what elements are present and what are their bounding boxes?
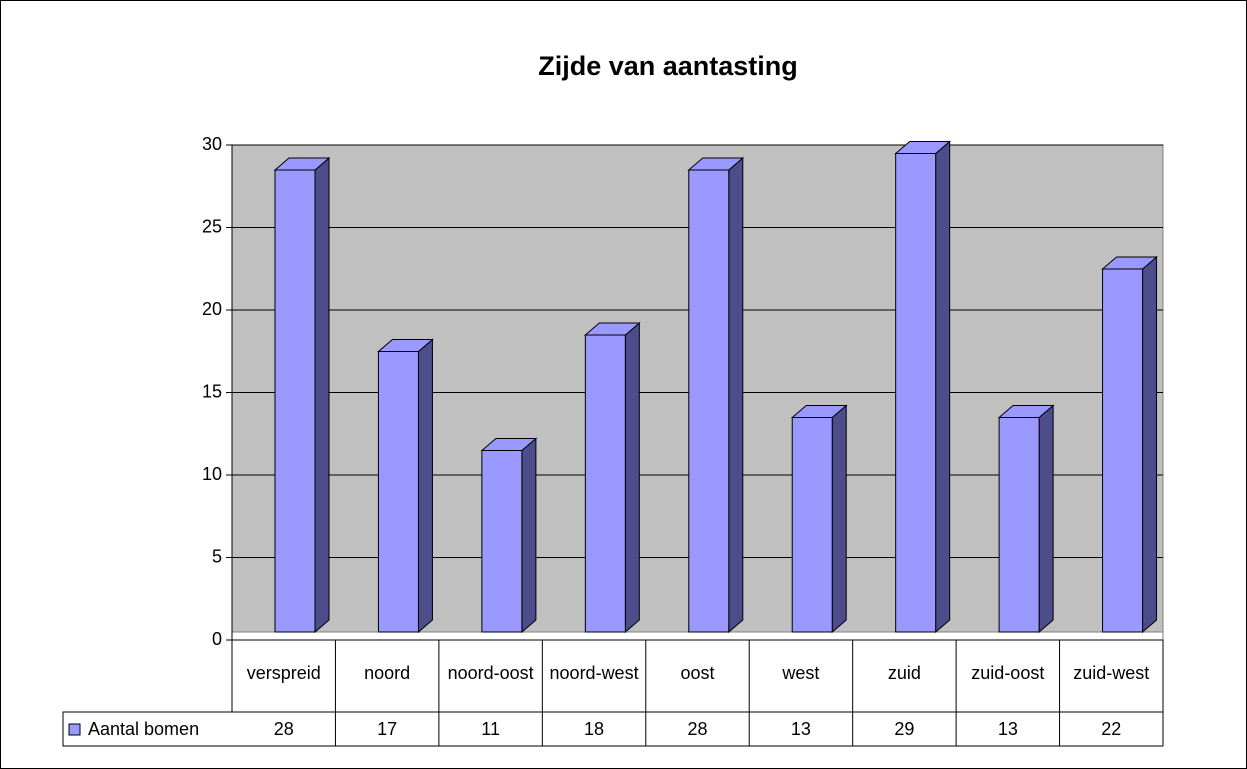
table-value: 11 [481, 719, 500, 739]
x-tick-label: noord-west [550, 663, 639, 683]
bar-front [688, 169, 730, 633]
legend-label: Aantal bomen [88, 719, 199, 739]
x-tick-label: oost [680, 663, 714, 683]
bar [377, 338, 434, 634]
bar-side [624, 321, 640, 634]
table-value: 28 [274, 719, 294, 739]
bar [480, 437, 538, 634]
x-tick-label: noord-oost [448, 663, 534, 683]
y-tick-label: 0 [212, 629, 222, 649]
x-tick-label: noord [364, 663, 410, 683]
table-value: 28 [687, 719, 707, 739]
bar-front [791, 417, 833, 633]
bar [687, 156, 745, 634]
bar [273, 156, 331, 634]
x-tick-label: west [781, 663, 819, 683]
table-value: 13 [791, 719, 811, 739]
x-tick-label: verspreid [247, 663, 321, 683]
table-value: 29 [894, 719, 914, 739]
data-table-values [62, 711, 1164, 747]
bar-front [274, 169, 316, 633]
bar [583, 321, 641, 634]
y-tick-label: 30 [202, 134, 222, 154]
x-tick-label: zuid-west [1073, 663, 1149, 683]
bar [894, 140, 952, 634]
bar-side [314, 156, 330, 634]
bar-side [728, 156, 744, 634]
bar-front [377, 351, 419, 633]
y-tick-label: 15 [202, 381, 222, 401]
bar [997, 404, 1055, 634]
bar-side [831, 404, 847, 634]
x-tick-label: zuid-oost [971, 663, 1044, 683]
chart-title: Zijde van aantasting [538, 51, 798, 81]
bar [790, 404, 848, 634]
bar-side [417, 338, 433, 634]
legend-marker [68, 723, 81, 736]
bar-side [935, 140, 951, 634]
bar-side [521, 437, 537, 634]
y-tick-label: 5 [212, 546, 222, 566]
table-value: 13 [998, 719, 1018, 739]
bar-front [998, 417, 1040, 633]
bar-side [1038, 404, 1054, 634]
bar [1101, 255, 1158, 634]
table-value: 18 [584, 719, 604, 739]
bar-front [481, 450, 523, 633]
plot-floor [231, 631, 1164, 641]
table-value: 17 [377, 719, 397, 739]
y-tick-label: 10 [202, 464, 222, 484]
y-tick-label: 25 [202, 216, 222, 236]
x-tick-label: zuid [888, 663, 921, 683]
bar-front [584, 334, 626, 633]
y-tick-label: 20 [202, 299, 222, 319]
bar-front [1102, 268, 1144, 633]
bar-front [895, 153, 937, 633]
table-value: 22 [1101, 719, 1121, 739]
bar-side [1142, 255, 1158, 634]
